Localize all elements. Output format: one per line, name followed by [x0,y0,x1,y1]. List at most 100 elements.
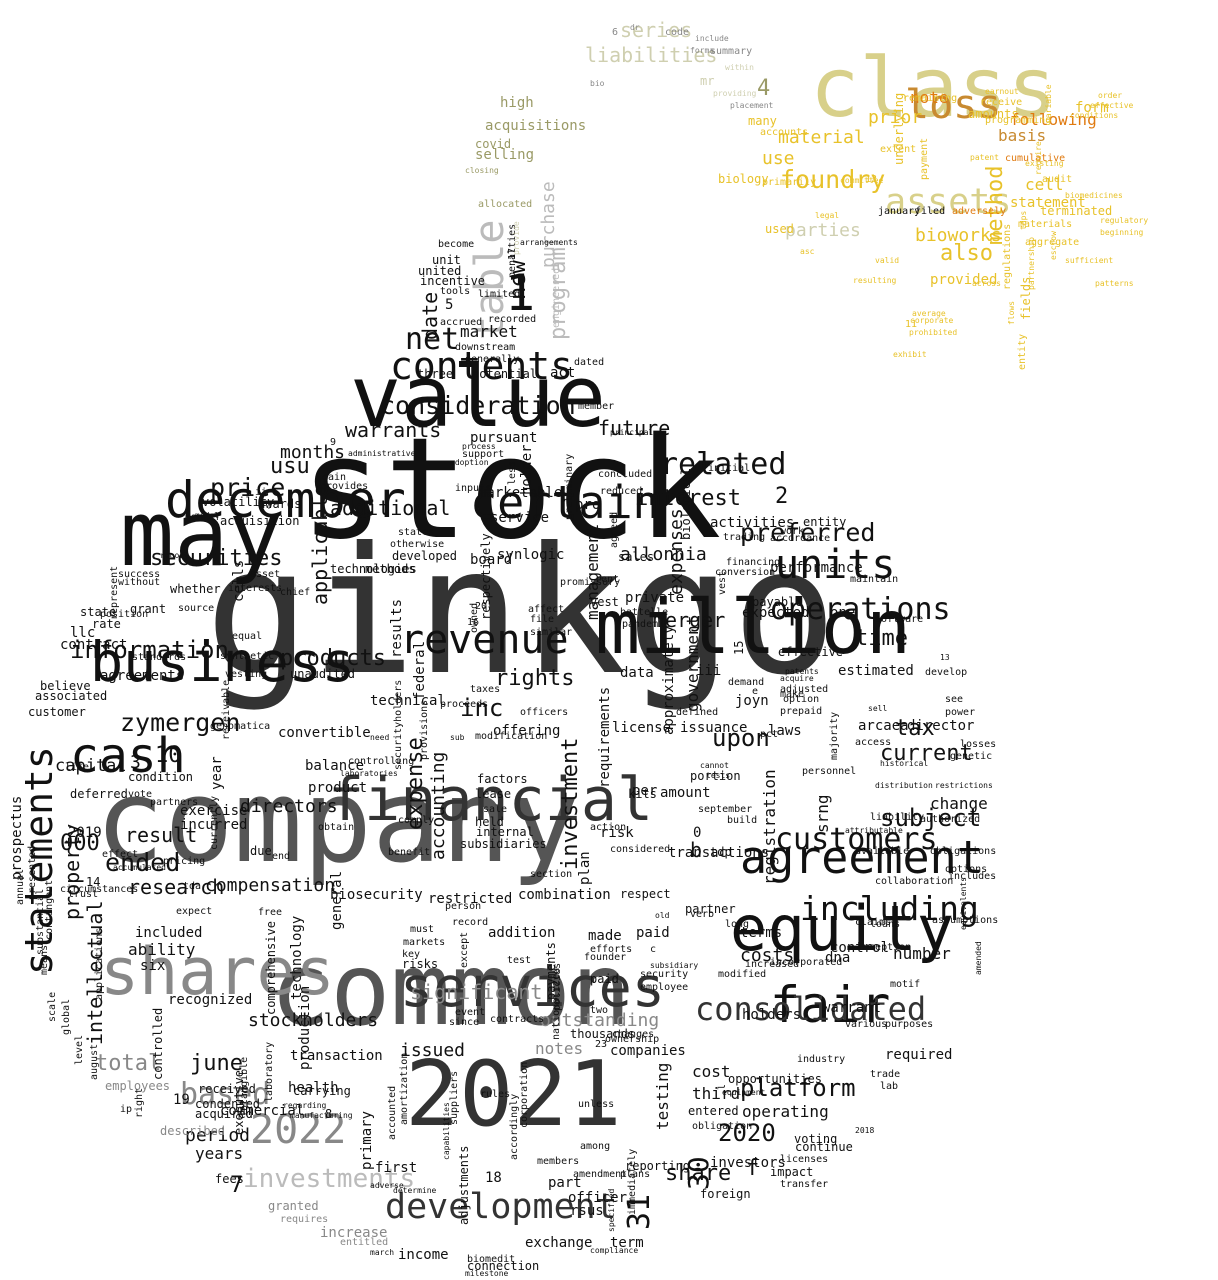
cloud-word: dr [630,23,640,32]
cloud-word: company [95,755,580,889]
cloud-word: companies [610,1043,686,1059]
cloud-word: 11 [905,319,918,330]
cloud-word: subject [880,804,982,832]
cloud-word: entity [803,515,847,529]
cloud-word: prepaid [780,706,823,717]
cloud-word: controlled [151,1007,165,1080]
cloud-word: vote [128,789,153,800]
cloud-word: date [418,291,442,340]
cloud-word: increased [745,959,800,970]
cloud-word: first [375,1160,418,1176]
cloud-word: conversion [715,567,776,578]
cloud-word: asc [800,247,815,256]
cloud-word: level [74,1034,85,1065]
cloud-word: suppliers [449,1070,460,1125]
cloud-word: circumstances [60,884,139,895]
cloud-word: c [650,944,657,955]
cloud-word: initial [708,463,751,474]
cloud-word: extent [880,144,917,155]
cloud-word: otherwise [390,539,445,550]
cloud-word: laws [768,723,802,739]
cloud-word: exchange [525,1235,593,1251]
cloud-word: employee [640,982,689,993]
cloud-word: effect [102,849,139,860]
cloud-word: foreign [700,1187,751,1201]
cloud-word: allocated [478,199,533,210]
cloud-word: trading [723,532,766,543]
cloud-word: contract [60,637,128,653]
cloud-word: note [910,88,949,107]
cloud-word: six [140,958,166,974]
cloud-word: cell [1025,175,1064,194]
cloud-word: change [930,794,988,813]
cloud-word: asset [250,569,281,580]
cloud-word: opportunities [728,1072,822,1086]
cloud-word: vest [717,570,728,595]
cloud-word: resulting [853,276,897,285]
cloud-word: 000 [60,831,100,856]
cloud-word: 2022 [250,1107,347,1153]
cloud-word: foundry [780,165,886,194]
cloud-word: policies [552,962,563,1011]
cloud-word: recorded [488,314,537,325]
cloud-word: affect [528,604,565,615]
cloud-word: applications [94,927,105,1000]
cloud-word: become [438,239,475,250]
cloud-word: entity [1017,333,1028,370]
cloud-word: across [972,279,1001,288]
cloud-word: restricted [428,891,513,907]
cloud-word: 12 [865,174,878,185]
cloud-word: unit [432,253,461,267]
cloud-word: requirements [597,686,613,788]
cloud-word: changes [612,1029,655,1040]
cloud-word: obligation [692,1121,753,1132]
cloud-word: filed [915,206,946,217]
cloud-word: obligations [930,846,997,857]
cloud-word: restrictions [935,781,993,790]
cloud-word: receive [980,97,1023,108]
cloud-word: srng [813,794,832,833]
cloud-word: access [855,737,892,748]
cloud-word: 6 [612,27,619,38]
cloud-word: included [135,925,203,941]
cloud-word: continue [795,1140,853,1154]
cloud-word: support [462,449,505,460]
cloud-word: reporting [625,1159,691,1173]
cloud-word: kits [628,787,657,801]
cloud-word: compliance [590,1246,639,1255]
cloud-word: december [165,471,406,529]
cloud-word: voting [794,1132,838,1146]
cloud-word: scale [47,991,58,1022]
cloud-word: whether [170,582,221,596]
cloud-word: certain [470,476,660,529]
cloud-word: plan [577,851,593,885]
cloud-word: member [578,401,615,412]
cloud-word: accounted [387,1085,398,1140]
cloud-word: among [580,1141,611,1152]
cloud-word: service [490,510,550,526]
cloud-word: arcaea [858,718,909,734]
cloud-word: adjustments [457,1145,471,1225]
cloud-word: process [462,442,496,451]
cloud-word: technologies [330,562,417,576]
cloud-word: expect [176,906,213,917]
cloud-word: officers [520,707,569,718]
cloud-word: aggregate [1025,237,1080,248]
cloud-word: plans [620,1169,651,1180]
cloud-word: holders [742,1007,802,1023]
cloud-word: expected [742,605,810,621]
cloud-word: sufficient [1065,256,1114,265]
cloud-word: engineered [551,267,562,328]
cloud-word: thousands [570,1027,636,1041]
cloud-word: upon [712,724,770,752]
cloud-word: administrative [348,449,416,458]
cloud-word: patterns [1095,279,1134,288]
cloud-word: demand [728,677,765,688]
cloud-word: form [1075,100,1109,116]
cloud-word: modified [718,969,767,980]
cloud-word: contents [390,344,574,388]
cloud-word: officer [568,1190,628,1206]
cloud-word: per [632,783,658,799]
cloud-word: balance [305,758,365,774]
